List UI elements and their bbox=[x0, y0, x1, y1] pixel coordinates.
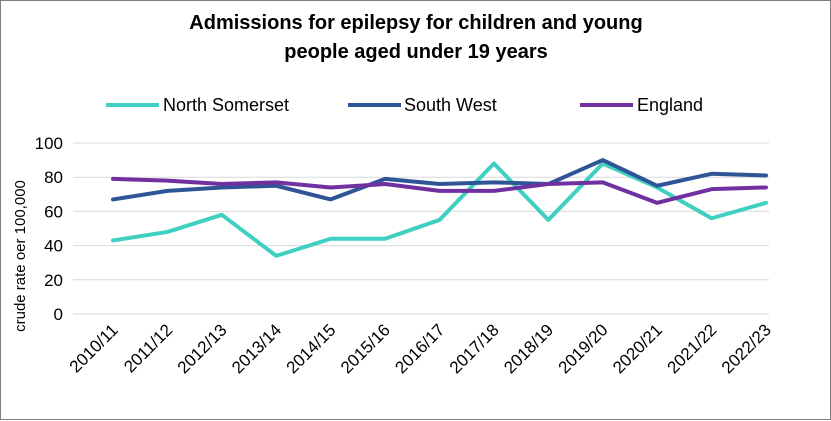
chart-title-line-2: people aged under 19 years bbox=[284, 41, 547, 63]
legend: North Somerset South West England bbox=[106, 95, 703, 115]
y-tick-label: 0 bbox=[54, 305, 63, 324]
y-tick-label: 60 bbox=[44, 202, 63, 221]
chart-title-line-1: Admissions for epilepsy for children and… bbox=[189, 12, 642, 34]
y-tick-label: 100 bbox=[35, 134, 63, 153]
y-tick-label: 20 bbox=[44, 271, 63, 290]
x-tick-label: 2019/20 bbox=[555, 320, 612, 377]
y-tick-label: 80 bbox=[44, 168, 63, 187]
x-tick-label: 2012/13 bbox=[174, 320, 231, 377]
legend-label: North Somerset bbox=[163, 95, 289, 115]
series-lines bbox=[113, 160, 766, 256]
x-tick-label: 2017/18 bbox=[446, 320, 503, 377]
legend-label: South West bbox=[404, 95, 497, 115]
x-axis-ticks: 2010/112011/122012/132013/142014/152015/… bbox=[66, 320, 775, 377]
legend-label: England bbox=[637, 95, 703, 115]
x-tick-label: 2016/17 bbox=[391, 320, 448, 377]
y-axis-ticks: 0 20 40 60 80 100 bbox=[35, 134, 63, 324]
y-tick-label: 40 bbox=[44, 237, 63, 256]
x-tick-label: 2022/23 bbox=[718, 320, 775, 377]
x-tick-label: 2021/22 bbox=[664, 320, 721, 377]
x-tick-label: 2010/11 bbox=[66, 320, 122, 376]
y-axis-label: crude rate oer 100,000 bbox=[12, 180, 29, 332]
x-tick-label: 2014/15 bbox=[283, 320, 340, 377]
chart-title: Admissions for epilepsy for children and… bbox=[189, 12, 642, 63]
x-tick-label: 2011/12 bbox=[120, 320, 176, 376]
x-tick-label: 2020/21 bbox=[609, 320, 666, 377]
x-tick-label: 2015/16 bbox=[337, 320, 394, 377]
x-tick-label: 2013/14 bbox=[228, 320, 285, 377]
x-tick-label: 2018/19 bbox=[500, 320, 557, 377]
